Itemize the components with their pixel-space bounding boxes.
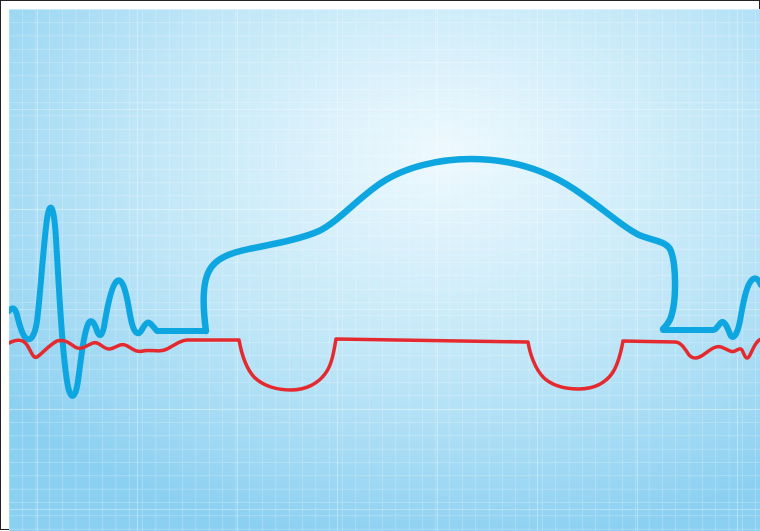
illustration-panel: [9, 9, 760, 531]
wheel-arch-line: [9, 337, 760, 392]
ecg-heartbeat-line-right: [660, 275, 760, 340]
car-body-outline: [200, 155, 679, 335]
major-grid: [9, 9, 760, 531]
ecg-heartbeat-line-left: [9, 204, 209, 399]
car-heartbeat-illustration: [9, 9, 760, 531]
